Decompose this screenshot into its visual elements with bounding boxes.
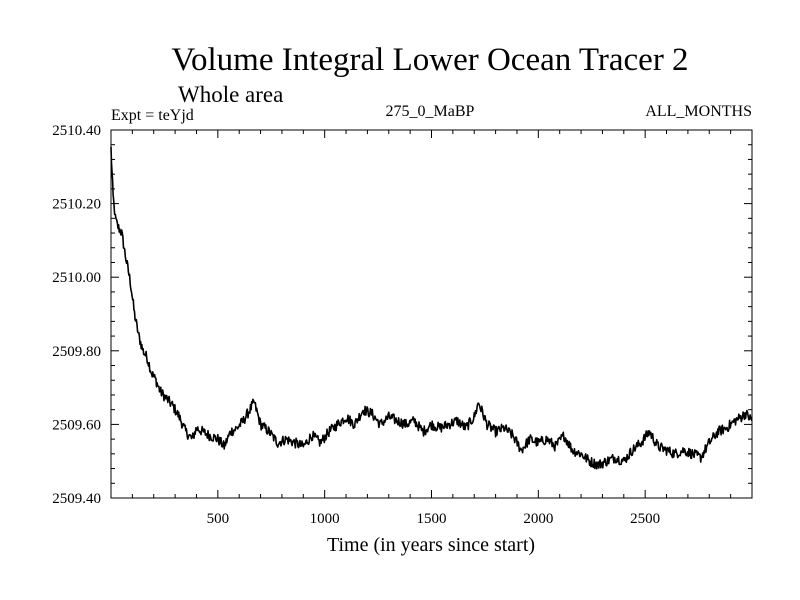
y-tick-label: 2510.20 (52, 197, 101, 213)
chart-title: Volume Integral Lower Ocean Tracer 2 (171, 42, 688, 78)
y-tick-label: 2509.80 (52, 344, 101, 360)
x-tick-label: 1000 (310, 511, 340, 527)
y-tick-label: 2510.40 (52, 123, 101, 139)
chart-subtitle: Whole area (178, 82, 283, 107)
annotation-left: Expt = teYjd (111, 107, 194, 124)
annotation-right: ALL_MONTHS (645, 103, 752, 120)
x-axis-label: Time (in years since start) (327, 534, 535, 556)
y-axis-ticks: 2509.40 2509.60 2509.80 2510.00 2510.20 2510.… (52, 123, 752, 507)
y-tick-label: 2509.60 (52, 417, 101, 433)
x-tick-label: 500 (207, 511, 230, 527)
x-tick-label: 1500 (417, 511, 447, 527)
x-tick-label: 2000 (523, 511, 553, 527)
annotation-center: 275_0_MaBP (386, 103, 475, 120)
y-tick-label: 2510.00 (52, 270, 101, 286)
x-axis-ticks: 500 1000 1500 2000 2500 (131, 130, 732, 527)
series-layer (110, 146, 753, 470)
x-tick-label: 2500 (630, 511, 660, 527)
y-tick-label: 2509.40 (52, 491, 101, 507)
series-line (110, 146, 753, 470)
